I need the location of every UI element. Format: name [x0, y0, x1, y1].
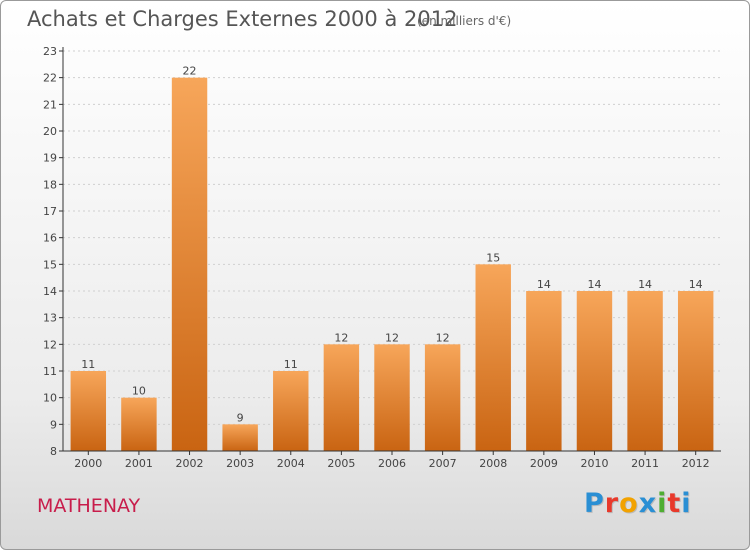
logo-letter: i [657, 488, 668, 519]
data-label-2005: 12 [334, 331, 348, 344]
bar-2011 [627, 291, 663, 451]
x-tick-labels: 2000 2001 2002 2003 2004 2005 2006 2007 2008 2009… [74, 457, 709, 470]
logo-letter: o [619, 488, 639, 519]
bar-2003 [222, 424, 258, 451]
logo-letter: P [584, 488, 605, 519]
bar-2012 [677, 291, 714, 451]
x-tick-label-2005: 2005 [327, 457, 355, 470]
y-tick-label: 19 [43, 152, 57, 165]
data-label-2004: 11 [284, 358, 298, 371]
y-tick-label: 14 [43, 285, 57, 298]
axes [59, 47, 721, 455]
bar-2002 [171, 77, 208, 452]
bar-2005 [323, 344, 360, 451]
data-label-2012: 14 [689, 278, 703, 291]
x-tick-label-2001: 2001 [125, 457, 153, 470]
x-tick-label-2004: 2004 [277, 457, 305, 470]
data-label-2002: 22 [183, 65, 197, 78]
y-tick-label: 22 [43, 72, 57, 85]
x-tick-label-2008: 2008 [479, 457, 507, 470]
bar-2008 [475, 264, 511, 451]
y-tick-label: 8 [50, 445, 57, 458]
data-label-2009: 14 [537, 278, 551, 291]
data-labels: 11 10 22 9 11 12 12 12 15 14 14 14 14 [81, 65, 702, 425]
x-tick-label-2006: 2006 [378, 457, 406, 470]
y-tick-label: 15 [43, 258, 57, 271]
x-tick-label-2007: 2007 [429, 457, 457, 470]
logo-letter: t [667, 488, 682, 519]
logo-letter: r [604, 488, 620, 519]
place-name: MATHENAY [37, 495, 141, 517]
y-tick-label: 17 [43, 205, 57, 218]
y-tick-labels: 8 9 10 11 12 13 14 15 16 17 18 19 20 21 22 23 [43, 45, 57, 458]
data-label-2003: 9 [237, 411, 244, 424]
logo-letter: i [681, 488, 692, 519]
proxiti-logo[interactable]: Proxiti [584, 488, 692, 519]
y-tick-label: 11 [43, 365, 57, 378]
x-tick-label-2012: 2012 [682, 457, 710, 470]
logo-letter: x [638, 488, 658, 519]
y-tick-label: 18 [43, 178, 57, 191]
x-tick-label-2010: 2010 [580, 457, 608, 470]
y-tick-label: 12 [43, 338, 57, 351]
data-label-2007: 12 [436, 331, 450, 344]
x-tick-label-2002: 2002 [176, 457, 204, 470]
y-tick-label: 13 [43, 312, 57, 325]
bar-2006 [374, 344, 410, 451]
chart-subtitle: (en milliers d'€) [417, 14, 512, 28]
y-tick-label: 9 [50, 418, 57, 431]
x-tick-label-2009: 2009 [530, 457, 558, 470]
data-label-2000: 11 [81, 358, 95, 371]
data-label-2010: 14 [587, 278, 601, 291]
bar-2009 [526, 291, 562, 451]
data-label-2001: 10 [132, 385, 146, 398]
bar-2000 [70, 371, 107, 451]
bar-2001 [121, 397, 157, 451]
data-label-2006: 12 [385, 331, 399, 344]
bar-2010 [576, 291, 613, 451]
x-tick-label-2000: 2000 [74, 457, 102, 470]
x-tick-label-2003: 2003 [226, 457, 254, 470]
y-tick-label: 10 [43, 392, 57, 405]
y-tick-label: 21 [43, 98, 57, 111]
y-tick-label: 23 [43, 45, 57, 58]
bar-2004 [273, 371, 309, 451]
chart-title: Achats et Charges Externes 2000 à 2012 [27, 7, 458, 31]
data-label-2008: 15 [486, 251, 500, 264]
bars [70, 77, 714, 452]
y-tick-label: 16 [43, 232, 57, 245]
y-tick-label: 20 [43, 125, 57, 138]
data-label-2011: 14 [638, 278, 652, 291]
bar-2007 [424, 344, 461, 451]
x-tick-label-2011: 2011 [631, 457, 659, 470]
